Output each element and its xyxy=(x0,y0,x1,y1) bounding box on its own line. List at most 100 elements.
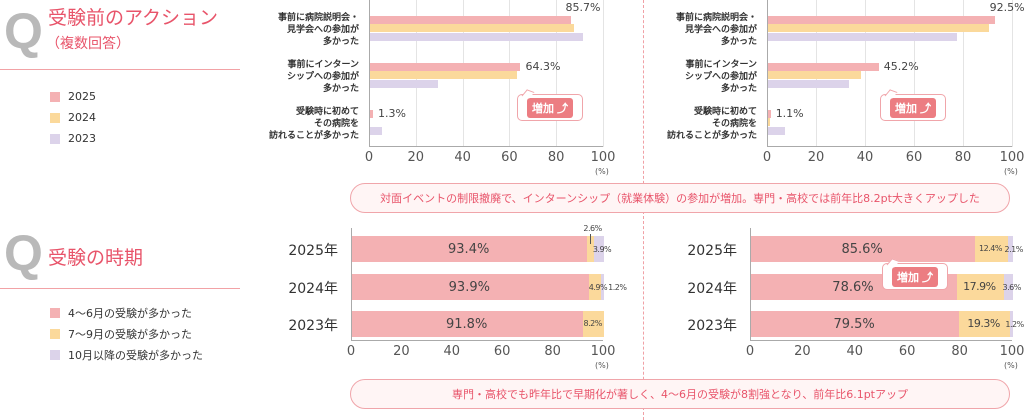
unit-label: (%) xyxy=(595,167,609,176)
segment-label: 93.4% xyxy=(448,242,490,257)
bar-2025 xyxy=(370,63,521,71)
bar-2023 xyxy=(370,80,438,88)
bar-2024 xyxy=(768,71,862,79)
increase-badge: 増加 ⤴ xyxy=(517,89,583,121)
x-tick-label: 80 xyxy=(544,344,561,359)
gridline xyxy=(1012,0,1013,147)
unit-label: (%) xyxy=(595,361,609,370)
x-tick-label: 0 xyxy=(745,344,755,359)
section1-title: 受験前のアクション xyxy=(48,7,219,29)
x-tick-label: 80 xyxy=(547,150,565,165)
unit-label: (%) xyxy=(1004,167,1018,176)
category-label: 2024年 xyxy=(687,281,737,297)
x-tick-label: 60 xyxy=(501,150,518,165)
segment-label: 4.9% xyxy=(588,283,608,292)
category-label: 2025年 xyxy=(687,243,737,259)
x-tick-label: 60 xyxy=(905,150,923,165)
bar-segment xyxy=(751,311,960,337)
category-label: 2025年 xyxy=(288,243,338,259)
gridline xyxy=(603,0,604,147)
badge-label: 増加 xyxy=(532,101,554,115)
x-tick-label: 40 xyxy=(454,150,471,165)
value-label: 85.7% xyxy=(565,1,601,14)
x-tick-label: 0 xyxy=(346,344,356,359)
callout-1: 対面イベントの制限撤廃で、インターンシップ（就業体験）の参加が増加。専門・高校で… xyxy=(350,183,1010,213)
q-icon: Q xyxy=(4,225,43,281)
category-label: 事前に病院説明会・ 見学会への参加が 多かった xyxy=(675,13,757,47)
bar-segment xyxy=(959,311,1010,337)
x-tick-label: 20 xyxy=(393,344,410,359)
segment-label: 93.9% xyxy=(448,280,490,295)
value-label: 45.2% xyxy=(883,60,919,73)
segment-label: 3.6% xyxy=(1002,283,1022,292)
legend-item: 2025 xyxy=(50,86,96,107)
value-label: 64.3% xyxy=(525,60,561,73)
category-label: 2023年 xyxy=(288,318,338,334)
value-label: 1.1% xyxy=(775,107,804,120)
bar-segment xyxy=(583,311,604,337)
category-label: 事前にインターン シップへの参加が 多かった xyxy=(286,60,359,94)
x-tick-label: 100 xyxy=(999,150,1024,165)
bar-2025 xyxy=(768,16,995,24)
y-axis xyxy=(351,228,352,341)
bar-segment xyxy=(587,236,594,262)
divider xyxy=(0,288,240,289)
segment-label: 12.4% xyxy=(979,244,1002,253)
bar-2025 xyxy=(768,63,879,71)
increase-badge: 増加 ⤴ xyxy=(880,89,946,121)
divider xyxy=(0,69,240,70)
legend-item: 4～6月の受験が多かった xyxy=(50,302,203,323)
segment-label: 91.8% xyxy=(446,317,488,332)
bar-segment xyxy=(1009,311,1013,337)
bar-2024 xyxy=(370,71,518,79)
bar-2025 xyxy=(370,110,374,118)
bar-segment xyxy=(956,274,1004,300)
section1-subtitle: （複数回答） xyxy=(46,36,130,52)
x-tick-label: 100 xyxy=(590,344,616,359)
x-tick-label: 40 xyxy=(856,150,874,165)
category-label: 受験時に初めて その病院を 訪れることが多かった xyxy=(666,107,757,141)
x-axis xyxy=(369,146,603,147)
bar-2025 xyxy=(370,16,571,24)
category-label: 2023年 xyxy=(687,318,737,334)
bar-segment xyxy=(751,236,976,262)
x-axis xyxy=(767,146,1012,147)
legend-item: 7～9月の受験が多かった xyxy=(50,323,203,344)
x-tick-label: 20 xyxy=(794,344,811,359)
section2-title: 受験の時期 xyxy=(48,247,144,269)
legend-1: 2025 2024 2023 xyxy=(50,86,96,149)
bar-segment xyxy=(352,311,584,337)
x-axis xyxy=(750,340,1012,341)
badge-label: 増加 xyxy=(897,270,919,284)
bar-2023 xyxy=(370,33,583,41)
bar-2024 xyxy=(768,118,771,126)
x-tick-label: 40 xyxy=(846,344,864,359)
segment-label: 79.5% xyxy=(833,317,875,332)
legend-2: 4～6月の受験が多かった 7～9月の受験が多かった 10月以降の受験が多かった xyxy=(50,302,203,365)
bar-segment xyxy=(1007,236,1014,262)
increase-badge: 増加 ⤴ xyxy=(882,258,948,290)
bar-2025 xyxy=(768,110,771,118)
x-axis xyxy=(351,340,603,341)
bar-2023 xyxy=(768,127,786,135)
x-tick-label: 60 xyxy=(898,344,916,359)
legend-item: 10月以降の受験が多かった xyxy=(50,344,203,365)
legend-label: 2025 xyxy=(68,90,96,103)
x-tick-label: 100 xyxy=(999,344,1024,359)
arrow-up-icon: ⤴ xyxy=(922,270,933,284)
bar-segment xyxy=(593,236,604,262)
bar-segment xyxy=(352,274,589,300)
segment-label: 3.9% xyxy=(592,245,612,254)
legend-label: 7～9月の受験が多かった xyxy=(68,327,192,341)
segment-label: 1.2% xyxy=(608,283,627,292)
bar-2023 xyxy=(370,127,382,135)
chart-plot xyxy=(351,228,604,341)
category-label: 事前にインターン シップへの参加が 多かった xyxy=(684,60,757,94)
segment-label: 2.6% xyxy=(583,224,602,233)
segment-label: 19.3% xyxy=(967,317,1000,330)
y-axis xyxy=(767,0,768,147)
bar-segment xyxy=(588,274,601,300)
segment-label: 8.2% xyxy=(583,319,602,328)
bar-segment xyxy=(352,236,588,262)
segment-label: 17.9% xyxy=(963,280,996,293)
